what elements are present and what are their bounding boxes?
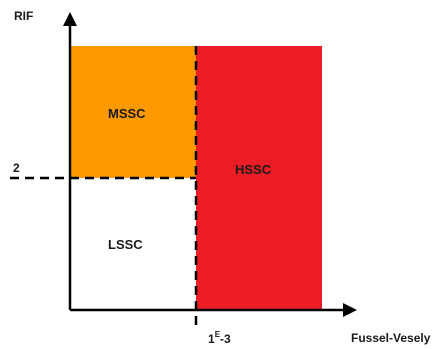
mssc-label: MSSC: [108, 106, 146, 121]
hssc-region: [196, 46, 322, 310]
lssc-label: LSSC: [108, 237, 143, 252]
y-axis-arrowhead: [63, 12, 77, 26]
fv-threshold-label: 1E-3: [208, 330, 231, 346]
y-axis-label: RIF: [14, 9, 33, 23]
fv-threshold-suffix: -3: [220, 332, 231, 346]
mssc-region: [70, 46, 196, 178]
rif-threshold-label: 2: [13, 161, 20, 175]
fv-threshold-base: 1: [208, 332, 215, 346]
x-axis-label: Fussel-Vesely: [351, 331, 431, 345]
x-axis-arrowhead: [343, 303, 357, 317]
lssc-region: [70, 178, 196, 310]
hssc-label: HSSC: [235, 162, 272, 177]
fv-threshold-exponent: E: [215, 330, 221, 339]
